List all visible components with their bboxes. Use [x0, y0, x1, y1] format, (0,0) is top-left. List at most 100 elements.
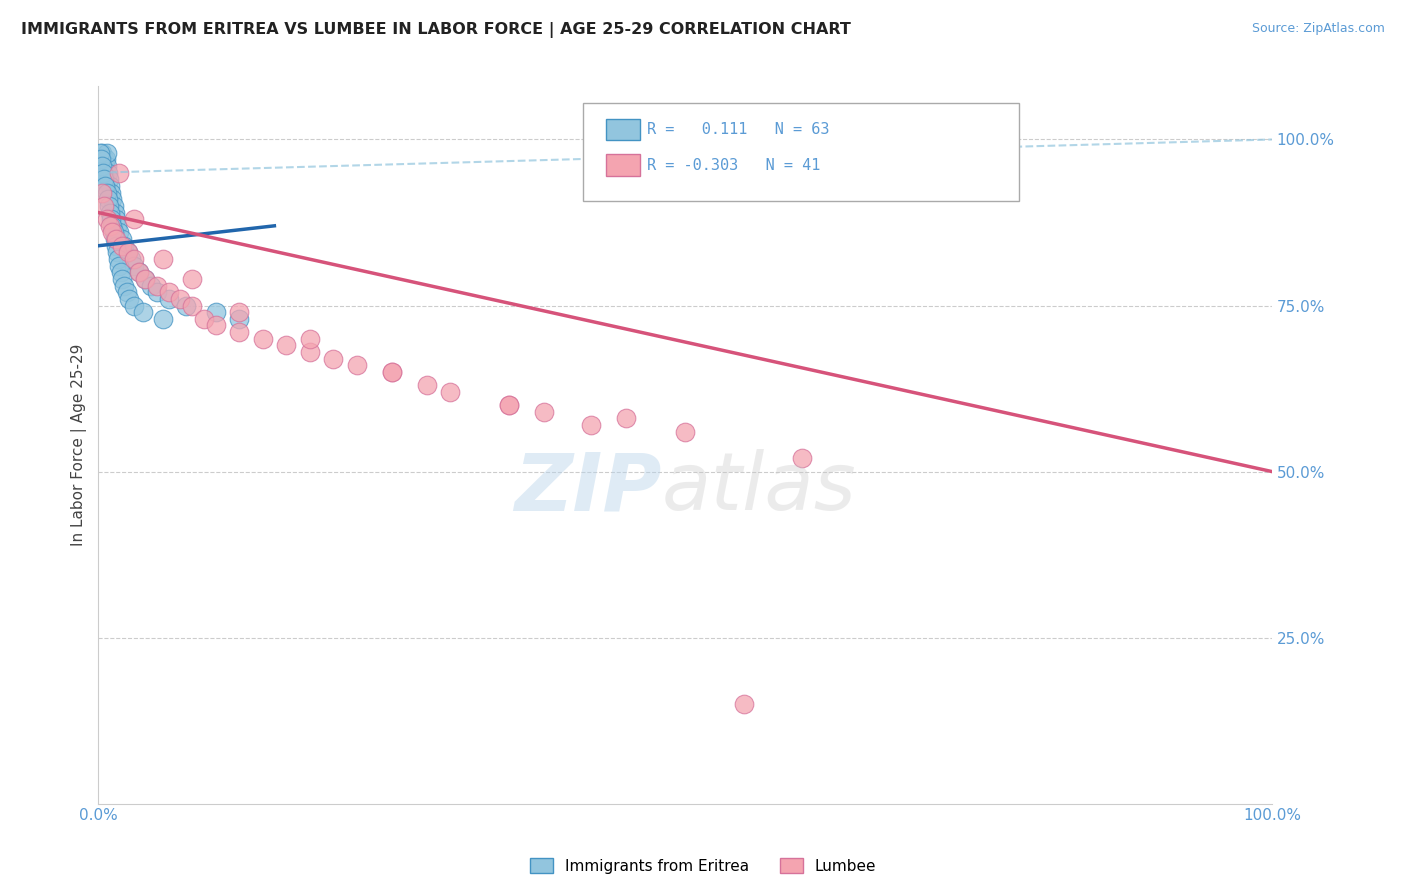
Point — [107, 252, 129, 266]
Text: R =   0.111   N = 63: R = 0.111 N = 63 — [647, 122, 830, 136]
Point — [134, 272, 156, 286]
Point — [93, 172, 115, 186]
Point — [673, 425, 696, 439]
Point — [103, 226, 125, 240]
Point — [90, 186, 112, 200]
Text: atlas: atlas — [662, 449, 856, 527]
Text: R = -0.303   N = 41: R = -0.303 N = 41 — [647, 158, 820, 172]
Point — [104, 212, 127, 227]
Point — [169, 292, 191, 306]
Point — [581, 418, 603, 433]
Point — [110, 265, 132, 279]
Point — [93, 172, 115, 186]
Point — [128, 265, 150, 279]
Point — [176, 299, 198, 313]
Point — [97, 166, 120, 180]
Point — [122, 212, 145, 227]
Point — [128, 265, 150, 279]
Point — [228, 305, 250, 319]
Point — [91, 159, 114, 173]
Point — [381, 365, 404, 379]
Point — [733, 697, 755, 711]
Point — [90, 166, 112, 180]
Point — [111, 239, 134, 253]
Point — [322, 351, 344, 366]
Point — [122, 252, 145, 266]
Point — [104, 239, 127, 253]
Point — [193, 311, 215, 326]
Point — [93, 199, 115, 213]
Point — [228, 311, 250, 326]
Point — [204, 305, 226, 319]
Point — [381, 365, 404, 379]
Point — [89, 172, 111, 186]
Point — [146, 278, 169, 293]
Point — [93, 153, 115, 167]
Y-axis label: In Labor Force | Age 25-29: In Labor Force | Age 25-29 — [72, 343, 87, 546]
Point — [439, 384, 461, 399]
Point — [298, 332, 321, 346]
Point — [101, 219, 124, 233]
Point — [105, 245, 128, 260]
Point — [97, 192, 120, 206]
Point — [122, 259, 145, 273]
Point — [122, 299, 145, 313]
Point — [108, 166, 131, 180]
Point — [181, 299, 204, 313]
Point — [98, 219, 121, 233]
Legend: Immigrants from Eritrea, Lumbee: Immigrants from Eritrea, Lumbee — [523, 852, 883, 880]
Point — [94, 159, 117, 173]
Text: Source: ZipAtlas.com: Source: ZipAtlas.com — [1251, 22, 1385, 36]
Point — [91, 145, 114, 160]
Point — [96, 159, 118, 173]
Point — [112, 278, 135, 293]
Point — [157, 285, 180, 300]
Point — [792, 451, 814, 466]
Text: IMMIGRANTS FROM ERITREA VS LUMBEE IN LABOR FORCE | AGE 25-29 CORRELATION CHART: IMMIGRANTS FROM ERITREA VS LUMBEE IN LAB… — [21, 22, 851, 38]
Point — [112, 239, 135, 253]
Point — [141, 278, 163, 293]
Point — [98, 178, 121, 193]
Point — [100, 186, 122, 200]
Point — [90, 153, 112, 167]
Point — [204, 318, 226, 333]
Point — [115, 285, 138, 300]
Point — [108, 259, 131, 273]
Point — [274, 338, 297, 352]
Point — [101, 226, 124, 240]
Point — [181, 272, 204, 286]
Point — [96, 212, 118, 227]
Point — [90, 153, 112, 167]
Point — [108, 226, 131, 240]
Point — [97, 172, 120, 186]
Point — [498, 398, 520, 412]
Point — [117, 245, 139, 260]
Point — [228, 325, 250, 339]
Point — [104, 232, 127, 246]
Point — [533, 405, 555, 419]
Point — [132, 305, 155, 319]
Point — [111, 232, 134, 246]
Point — [120, 252, 142, 266]
Point — [118, 292, 141, 306]
Point — [89, 159, 111, 173]
Point — [157, 292, 180, 306]
Point — [111, 272, 134, 286]
Point — [105, 219, 128, 233]
Point — [94, 153, 117, 167]
Point — [152, 311, 174, 326]
Point — [252, 332, 274, 346]
Point — [98, 205, 121, 219]
Point — [134, 272, 156, 286]
Text: ZIP: ZIP — [515, 449, 662, 527]
Point — [104, 205, 127, 219]
Point — [96, 145, 118, 160]
Point — [94, 178, 117, 193]
Point — [498, 398, 520, 412]
Point — [101, 192, 124, 206]
Point — [97, 199, 120, 213]
Point — [298, 345, 321, 359]
Point — [104, 232, 127, 246]
Point — [90, 159, 112, 173]
Point — [103, 199, 125, 213]
